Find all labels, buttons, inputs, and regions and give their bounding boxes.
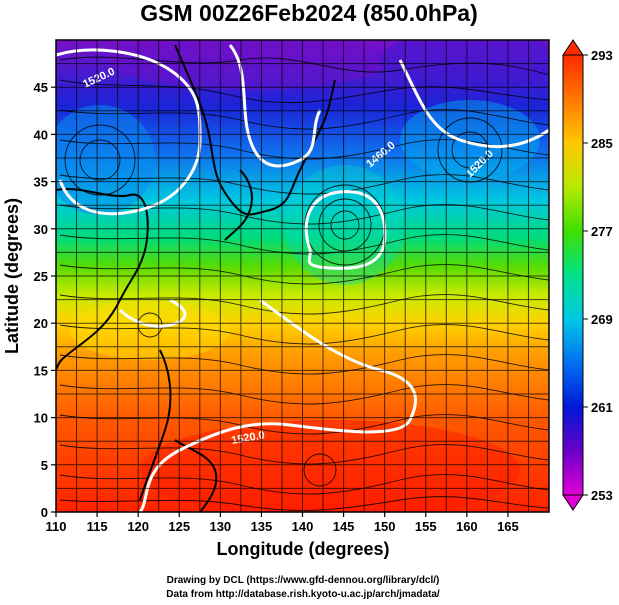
y-tick-label: 20 [34, 316, 48, 331]
y-tick-label: 5 [41, 458, 48, 473]
x-tick-label: 135 [251, 519, 273, 534]
streamlines [59, 56, 549, 511]
y-tick-label: 45 [34, 80, 48, 95]
colorbar-scale [562, 54, 584, 496]
x-tick-label: 155 [415, 519, 437, 534]
colorbar-tick-label: 269 [591, 312, 613, 327]
x-axis-ticks: 110 115 120 125 130 135 140 145 150 155 160 165 [46, 512, 519, 534]
colorbar: 293 285 277 269 261 253 [562, 39, 613, 511]
x-tick-label: 165 [497, 519, 519, 534]
y-tick-label: 40 [34, 127, 48, 142]
x-tick-label: 145 [333, 519, 355, 534]
y-axis-ticks: 0 5 10 15 20 25 30 35 40 45 [34, 80, 56, 520]
y-tick-label: 35 [34, 175, 48, 190]
x-tick-label: 115 [87, 519, 108, 534]
x-tick-label: 150 [374, 519, 396, 534]
x-tick-label: 125 [168, 519, 190, 534]
y-tick-label: 10 [34, 411, 48, 426]
y-tick-label: 30 [34, 222, 48, 237]
coastlines [56, 44, 336, 512]
y-tick-label: 15 [34, 363, 48, 378]
x-tick-label: 110 [46, 519, 67, 534]
graticule [56, 40, 549, 512]
contour-label: 1520.0 [230, 429, 265, 447]
y-axis-label: Latitude (degrees) [2, 198, 22, 354]
credit-drawing: Drawing by DCL (https://www.gfd-dennou.o… [167, 575, 440, 586]
y-tick-label: 0 [41, 505, 48, 520]
x-axis-label: Longitude (degrees) [216, 539, 389, 559]
map-title: GSM 00Z26Feb2024 (850.0hPa) [140, 0, 478, 26]
x-tick-label: 160 [456, 519, 478, 534]
x-tick-label: 140 [292, 519, 314, 534]
x-tick-label: 130 [209, 519, 231, 534]
colorbar-tick-label: 261 [591, 400, 613, 415]
credit-data: Data from http://database.rish.kyoto-u.a… [166, 589, 440, 600]
y-tick-label: 25 [34, 269, 48, 284]
colorbar-tick-label: 293 [591, 48, 613, 63]
x-tick-label: 120 [127, 519, 149, 534]
colorbar-tick-label: 277 [591, 224, 613, 239]
colorbar-tick-label: 285 [591, 136, 613, 151]
colorbar-top-arrow [562, 39, 584, 56]
colorbar-bottom-arrow [562, 494, 584, 511]
colorbar-tick-label: 253 [591, 488, 613, 503]
